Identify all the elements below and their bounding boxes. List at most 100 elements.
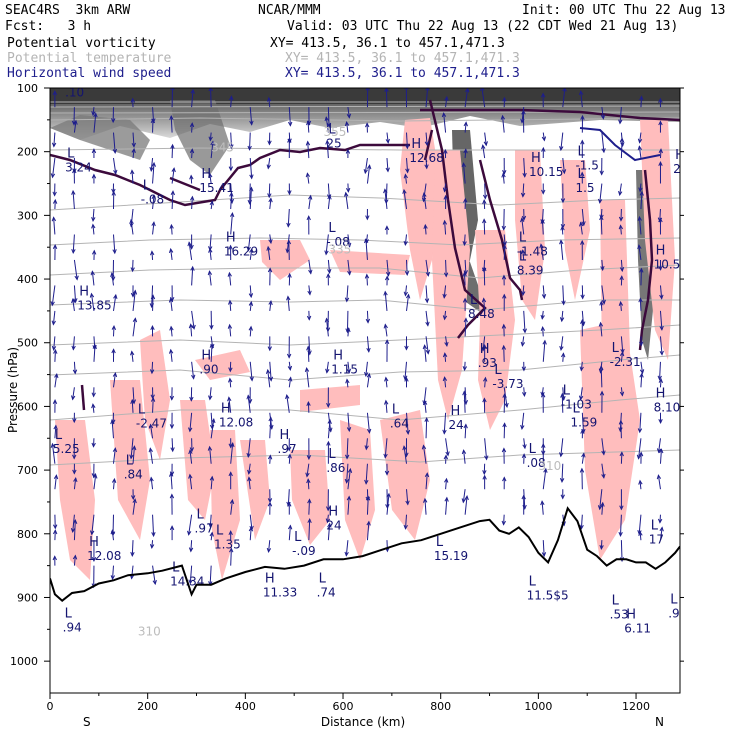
wind-arrow-head (658, 148, 663, 154)
wind-arrow (482, 145, 486, 159)
wind-arrow-head (229, 498, 235, 505)
wind-arrow-head (541, 294, 547, 300)
wind-arrow-head (91, 173, 97, 179)
wind-arrow-head (443, 194, 448, 200)
wind-arrow-head (520, 217, 525, 223)
wind-arrow-head (190, 88, 195, 94)
wind-arrow (600, 301, 603, 311)
wind-arrow-head (189, 122, 195, 128)
high-marker: H (265, 571, 275, 586)
wind-arrow (268, 540, 271, 552)
wind-arrow-head (286, 239, 292, 245)
wind-arrow (386, 493, 390, 515)
wind-arrow-head (423, 223, 428, 229)
wind-arrow-head (72, 418, 77, 424)
wind-arrow (541, 220, 544, 235)
wind-arrow (170, 116, 173, 133)
high-marker: H (675, 148, 685, 163)
wind-arrow-head (249, 247, 254, 254)
wind-arrow (580, 361, 583, 371)
x-axis: 0 200 400 600 800 1000 1200 (47, 693, 650, 713)
wind-arrow (267, 157, 271, 169)
wind-arrow (247, 234, 251, 251)
wind-arrow (230, 500, 233, 515)
wind-arrow-head (601, 148, 606, 154)
wind-arrow (443, 285, 447, 298)
wind-arrow-head (51, 142, 57, 148)
wind-arrow (542, 468, 547, 490)
wind-arrow-head (169, 223, 174, 229)
wind-arrow-head (659, 526, 664, 532)
wind-arrow-head (325, 368, 330, 374)
wind-arrow-head (580, 171, 585, 177)
wind-arrow-head (404, 270, 410, 276)
wind-arrow (51, 443, 56, 464)
wind-arrow (620, 259, 623, 271)
wind-arrow-head (91, 249, 97, 255)
wind-arrow (151, 540, 154, 548)
wind-arrow-head (306, 315, 312, 321)
wind-arrow-head (405, 293, 411, 299)
wind-arrow-head (91, 216, 96, 223)
wind-arrow-head (209, 342, 215, 349)
wind-arrow-head (637, 215, 642, 221)
wind-arrow-head (72, 469, 77, 475)
wind-arrow-head (444, 477, 449, 483)
wind-arrow (72, 190, 75, 210)
wind-arrow (384, 189, 388, 210)
wind-arrow-head (597, 505, 603, 511)
wind-arrow-head (149, 250, 155, 256)
wind-arrow-head (52, 243, 58, 249)
wind-arrow-head (501, 447, 507, 453)
low-marker: L (529, 574, 537, 589)
wind-arrow-head (266, 245, 271, 251)
wind-arrow-head (600, 114, 606, 120)
wind-arrow-head (481, 144, 486, 150)
wind-arrow (72, 387, 75, 400)
wind-arrow (111, 420, 114, 439)
wind-arrow-head (638, 479, 643, 485)
wind-arrow-head (540, 500, 545, 506)
wind-arrow-head (228, 367, 233, 373)
wind-arrow-head (248, 526, 254, 532)
wind-arrow (325, 234, 329, 255)
wind-arrow (366, 412, 370, 433)
wind-arrow-head (480, 88, 485, 91)
wind-arrow-head (91, 392, 96, 398)
field-pv-xy: XY= 413.5, 36.1 to 457.1,471.3 (270, 36, 505, 51)
wind-arrow-head (52, 555, 57, 561)
wind-arrow-head (50, 173, 56, 179)
wind-arrow (640, 373, 643, 388)
wind-arrow-head (363, 169, 368, 175)
high-marker: H (450, 404, 460, 419)
wind-arrow-head (442, 315, 448, 321)
wind-arrow (152, 162, 155, 184)
wind-arrow-head (306, 400, 311, 406)
low-marker: L (67, 147, 75, 162)
y-axis: 100 200 300 400 500 600 700 800 900 1000 (10, 82, 684, 668)
extremum-value-label: 10.15 (529, 165, 563, 179)
wind-arrow (191, 123, 193, 133)
wind-arrow (131, 351, 134, 362)
wind-arrow (286, 234, 290, 253)
wind-arrow-head (228, 530, 233, 536)
wind-arrow (541, 310, 544, 319)
wind-arrow-head (306, 478, 311, 484)
pv-contour-blue (579, 127, 661, 162)
wind-arrow (384, 438, 388, 458)
wind-arrow-head (246, 246, 251, 252)
wind-arrow (92, 107, 95, 115)
wind-arrow-head (247, 476, 252, 482)
wind-arrow-head (658, 377, 664, 384)
wind-arrow (425, 336, 429, 354)
wind-arrow (561, 226, 564, 235)
wind-arrow-head (249, 376, 254, 382)
wind-arrow-head (504, 402, 509, 408)
wind-arrow-head (386, 492, 391, 498)
wind-arrow (91, 271, 95, 286)
wind-arrow-head (559, 239, 564, 245)
wind-arrow-head (346, 495, 352, 501)
wind-arrow (230, 192, 233, 210)
wind-arrow-head (639, 372, 644, 378)
wind-arrow (210, 532, 213, 541)
